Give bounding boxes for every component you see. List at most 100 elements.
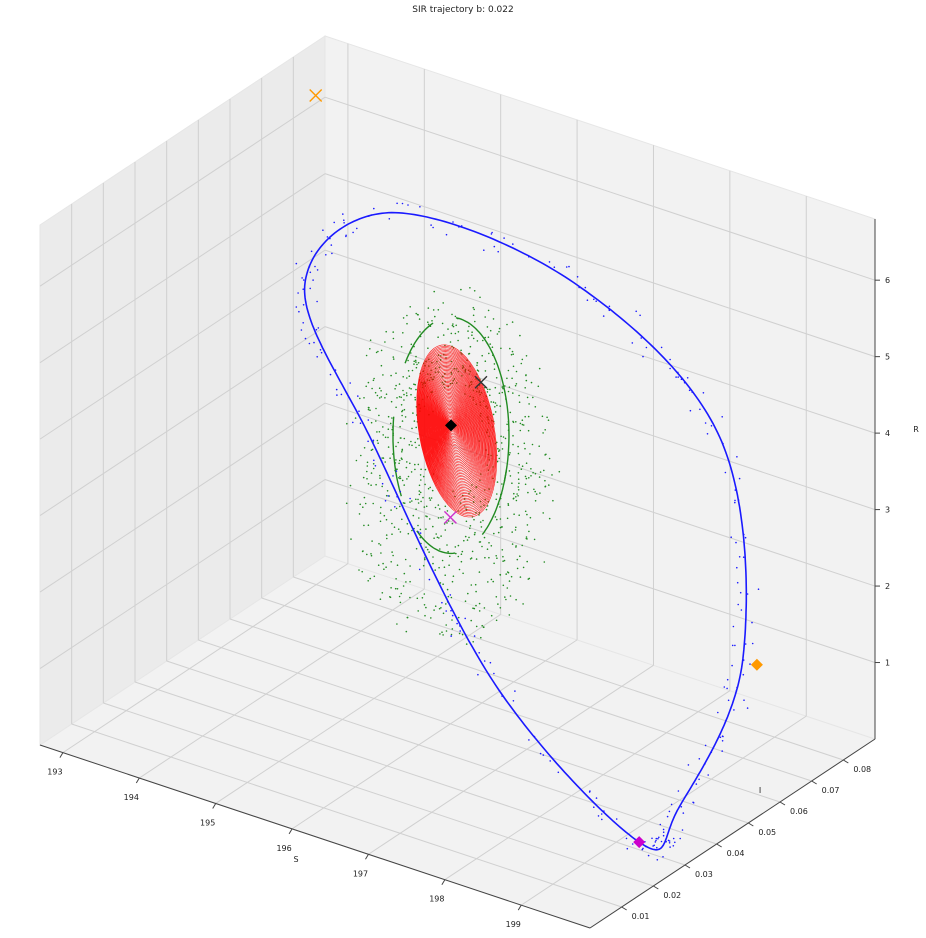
green-point	[545, 453, 547, 456]
green-point	[503, 559, 506, 562]
green-point	[363, 397, 365, 399]
green-point	[533, 538, 536, 541]
green-point	[406, 394, 408, 397]
green-point	[408, 387, 411, 389]
green-point	[450, 332, 453, 335]
green-point	[364, 502, 367, 505]
green-point	[496, 460, 499, 463]
green-point	[471, 550, 474, 553]
green-point	[499, 405, 502, 407]
green-point	[548, 517, 551, 520]
blue-point	[396, 202, 398, 205]
blue-point	[681, 829, 684, 831]
green-point	[401, 420, 404, 422]
blue-point	[721, 416, 723, 418]
green-point	[412, 412, 414, 414]
green-point	[529, 516, 532, 519]
blue-point	[316, 269, 319, 271]
green-point	[441, 559, 444, 562]
green-point	[360, 454, 362, 457]
green-point	[380, 396, 383, 398]
green-point	[398, 477, 400, 479]
blue-point	[452, 221, 454, 223]
green-point	[426, 548, 429, 551]
green-point	[416, 597, 419, 600]
blue-point	[304, 337, 307, 340]
green-point	[391, 417, 393, 419]
green-point	[427, 323, 430, 326]
blue-point	[588, 791, 591, 793]
green-point	[372, 467, 375, 470]
green-point	[407, 359, 409, 362]
green-point	[418, 484, 421, 487]
green-point	[548, 457, 551, 460]
green-point	[551, 474, 553, 476]
grid-line-y-floor	[293, 576, 844, 761]
green-point	[451, 619, 453, 621]
green-point	[425, 505, 428, 508]
green-point	[392, 331, 395, 333]
green-point	[419, 528, 422, 531]
green-point	[454, 315, 457, 318]
green-point	[457, 331, 460, 333]
green-point	[488, 556, 490, 559]
green-point	[403, 437, 406, 440]
green-point	[400, 404, 403, 406]
green-point	[377, 350, 379, 353]
green-point	[518, 463, 520, 466]
green-point	[499, 518, 502, 520]
green-point	[402, 317, 405, 319]
green-point	[488, 542, 490, 544]
green-point	[522, 603, 524, 605]
green-point	[468, 536, 470, 539]
green-point	[399, 601, 402, 604]
green-point	[375, 351, 378, 354]
green-point	[519, 576, 522, 578]
green-point	[395, 507, 398, 510]
blue-point	[549, 760, 551, 762]
x-tick-mark	[135, 777, 140, 784]
green-point	[422, 564, 425, 567]
blue-point	[539, 752, 542, 755]
green-point	[416, 363, 418, 366]
green-point	[418, 517, 420, 519]
green-point	[371, 540, 373, 542]
green-point	[509, 595, 512, 597]
green-point	[386, 490, 389, 492]
grid-line-x-floor	[291, 639, 578, 830]
green-arc	[486, 342, 510, 482]
green-point	[512, 365, 515, 368]
green-point	[427, 307, 430, 309]
green-point	[496, 333, 499, 335]
green-point	[349, 484, 352, 487]
green-point	[467, 592, 469, 595]
green-point	[410, 393, 412, 396]
green-point	[431, 489, 434, 492]
green-point	[499, 506, 501, 508]
green-point	[480, 526, 483, 528]
green-point	[395, 445, 397, 448]
green-point	[434, 315, 436, 318]
green-point	[511, 482, 513, 485]
green-point	[454, 332, 457, 335]
blue-point	[666, 815, 669, 818]
green-point	[381, 592, 384, 594]
green-point	[527, 429, 530, 432]
blue-point	[692, 802, 695, 804]
y-tick-mark	[748, 822, 754, 827]
green-point	[366, 478, 368, 480]
green-point	[422, 475, 425, 478]
grid-line-x-floor	[62, 563, 349, 754]
blue-point	[668, 842, 671, 844]
green-point	[385, 566, 387, 568]
green-point	[455, 324, 458, 327]
green-point	[539, 471, 542, 473]
green-point	[389, 596, 391, 598]
green-point	[513, 513, 515, 515]
green-point	[521, 358, 524, 361]
green-point	[406, 478, 408, 480]
green-point	[501, 448, 504, 450]
green-point	[535, 493, 538, 495]
green-point	[445, 630, 448, 632]
green-point	[467, 330, 469, 332]
